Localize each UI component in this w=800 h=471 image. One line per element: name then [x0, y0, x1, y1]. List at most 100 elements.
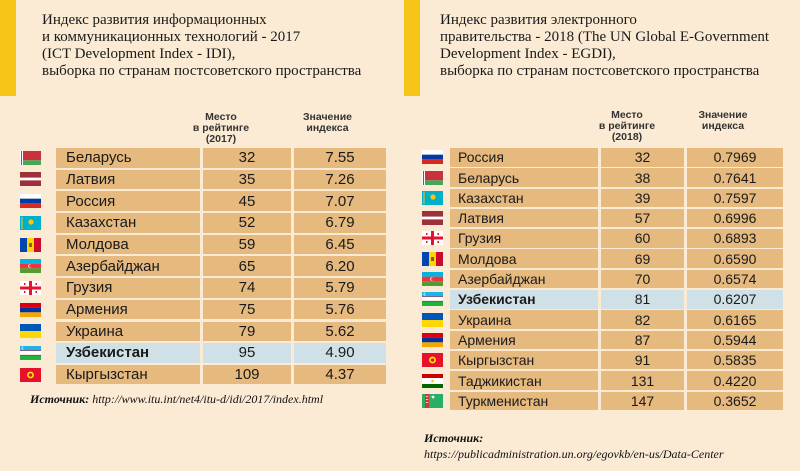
rank-cell: 75	[203, 299, 291, 320]
rank-cell: 32	[203, 148, 291, 168]
rank-cell: 87	[601, 330, 684, 350]
table-row: Латвия 57 0.6996	[420, 208, 786, 228]
right-rank-header: Место в рейтинге (2018)	[598, 109, 656, 143]
flag-icon-by	[422, 170, 443, 185]
table-row: Таджикистан 131 0.4220	[420, 371, 786, 390]
value-cell: 0.6996	[687, 208, 783, 228]
table-row: Армения 87 0.5944	[420, 330, 786, 350]
flag-icon-md	[20, 237, 41, 252]
rank-cell: 32	[601, 148, 684, 167]
rank-cell: 45	[203, 191, 291, 211]
value-cell: 6.20	[294, 256, 386, 276]
flag-icon-kg	[20, 367, 41, 382]
rank-cell: 59	[203, 234, 291, 255]
table-row: Азербайджан 65 6.20	[18, 256, 389, 276]
right-title-line: Индекс развития электронного	[440, 12, 637, 28]
right-title-line: правительства - 2018 (The UN Global E-Go…	[440, 29, 770, 45]
rank-cell: 35	[203, 169, 291, 190]
flag-icon-md	[422, 251, 443, 266]
country-name: Казахстан	[56, 213, 200, 233]
right-source-label: Источник:	[424, 431, 484, 445]
rank-cell: 91	[601, 350, 684, 370]
table-row: Узбекистан 81 0.6207	[420, 290, 786, 309]
flag-icon-am	[422, 332, 443, 347]
flag-icon-kz	[20, 215, 41, 230]
country-name: Грузия	[56, 278, 200, 298]
rank-cell: 38	[601, 168, 684, 187]
country-name: Туркменистан	[450, 391, 598, 411]
right-source-url[interactable]: https://publicadministration.un.org/egov…	[424, 447, 724, 461]
value-cell: 0.5944	[687, 330, 783, 350]
flag-icon-kz	[422, 190, 443, 205]
country-name: Беларусь	[56, 148, 200, 168]
value-cell: 5.76	[294, 299, 386, 320]
country-name: Россия	[450, 148, 598, 167]
rank-cell: 65	[203, 256, 291, 276]
country-name: Узбекистан	[56, 343, 200, 363]
left-title-line: выборка по странам постсоветского простр…	[42, 63, 362, 79]
country-name: Украина	[56, 321, 200, 341]
rank-cell: 39	[601, 188, 684, 208]
rank-cell: 82	[601, 310, 684, 329]
left-title-line: (ICT Development Index - IDI),	[42, 46, 236, 62]
flag-icon-ge	[20, 280, 41, 295]
value-cell: 5.79	[294, 278, 386, 298]
value-cell: 0.3652	[687, 391, 783, 411]
right-accent-bar	[404, 0, 420, 96]
country-name: Беларусь	[450, 168, 598, 187]
rank-cell: 69	[601, 249, 684, 268]
rank-cell: 131	[601, 371, 684, 390]
flag-icon-ge	[422, 231, 443, 246]
value-cell: 4.37	[294, 364, 386, 385]
country-name: Кыргызстан	[56, 364, 200, 385]
flag-icon-ru	[422, 150, 443, 165]
value-cell: 7.26	[294, 169, 386, 190]
table-row: Украина 82 0.6165	[420, 310, 786, 329]
right-value-header: Значение индекса	[698, 109, 748, 132]
left-rank-header: Место в рейтинге (2017)	[192, 111, 250, 145]
left-accent-bar	[0, 0, 16, 96]
country-name: Азербайджан	[450, 269, 598, 289]
value-cell: 0.7969	[687, 148, 783, 167]
rank-cell: 109	[203, 364, 291, 385]
value-cell: 0.4220	[687, 371, 783, 390]
right-source: Источник: https://publicadministration.u…	[424, 430, 724, 462]
value-cell: 0.7597	[687, 188, 783, 208]
flag-icon-kg	[422, 353, 443, 368]
table-row: Азербайджан 70 0.6574	[420, 269, 786, 289]
country-name: Украина	[450, 310, 598, 329]
flag-icon-by	[20, 150, 41, 165]
country-name: Армения	[56, 299, 200, 320]
left-ict-table: Беларусь 32 7.55 Латвия 35 7.26 Россия 45 7.07 Ка…	[18, 148, 389, 387]
value-cell: 0.7641	[687, 168, 783, 187]
table-row: Беларусь 38 0.7641	[420, 168, 786, 187]
right-title-line: Development Index - EGDI),	[440, 46, 616, 62]
table-row: Россия 45 7.07	[18, 191, 389, 211]
left-value-header: Значение индекса	[302, 111, 353, 134]
value-cell: 0.6893	[687, 229, 783, 248]
value-cell: 7.55	[294, 148, 386, 168]
left-source-url[interactable]: http://www.itu.int/net4/itu-d/idi/2017/i…	[92, 392, 324, 406]
country-name: Таджикистан	[450, 371, 598, 390]
left-title-line: и коммуникационных технологий - 2017	[42, 29, 301, 45]
right-egdi-table: Россия 32 0.7969 Беларусь 38 0.7641 Казахстан 3…	[420, 148, 786, 412]
country-name: Казахстан	[450, 188, 598, 208]
value-cell: 6.79	[294, 213, 386, 233]
table-row: Россия 32 0.7969	[420, 148, 786, 167]
table-row: Казахстан 52 6.79	[18, 213, 389, 233]
table-row: Украина 79 5.62	[18, 321, 389, 341]
flag-icon-tj	[422, 373, 443, 388]
left-source-label: Источник:	[30, 392, 90, 406]
left-title: Индекс развития информационных и коммуни…	[42, 12, 361, 80]
country-name: Армения	[450, 330, 598, 350]
left-source: Источник: http://www.itu.int/net4/itu-d/…	[30, 392, 323, 407]
country-name: Кыргызстан	[450, 350, 598, 370]
flag-icon-lv	[422, 211, 443, 226]
value-cell: 0.6207	[687, 290, 783, 309]
flag-icon-tm	[422, 393, 443, 408]
left-title-line: Индекс развития информационных	[42, 12, 267, 28]
country-name: Молдова	[450, 249, 598, 268]
country-name: Молдова	[56, 234, 200, 255]
rank-cell: 74	[203, 278, 291, 298]
table-row: Молдова 69 0.6590	[420, 249, 786, 268]
